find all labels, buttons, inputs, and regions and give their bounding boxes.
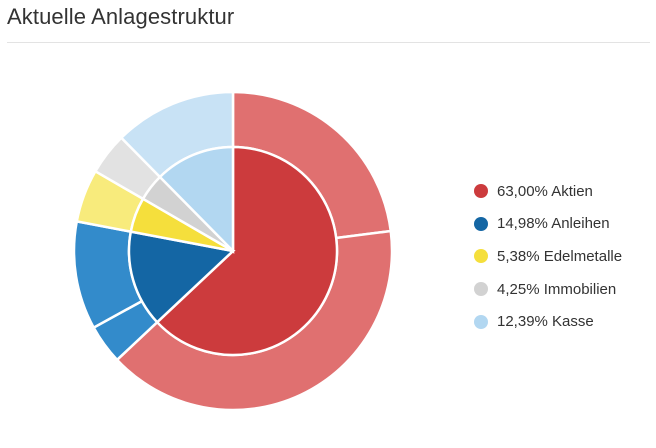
- legend-label: 5,38% Edelmetalle: [497, 247, 623, 265]
- legend-swatch: [474, 282, 488, 297]
- legend-item-kasse[interactable]: 12,39% Kasse: [474, 305, 622, 338]
- chart-legend: 63,00% Aktien 14,98% Anleihen 5,38% Edelme…: [474, 175, 622, 338]
- page-title: Aktuelle Anlagestruktur: [7, 4, 235, 29]
- pie-slice-kasse[interactable]: [158, 145, 235, 255]
- title-divider: [7, 42, 650, 43]
- legend-swatch: [474, 249, 488, 264]
- legend-item-aktien[interactable]: 63,00% Aktien: [474, 175, 622, 208]
- legend-label: 14,98% Anleihen: [497, 215, 610, 233]
- legend-swatch: [474, 314, 488, 329]
- pie-slice-anleihen[interactable]: [127, 230, 236, 324]
- legend-swatch: [474, 184, 488, 199]
- pie-slice-aktien[interactable]: [155, 145, 339, 357]
- legend-label: 12,39% Kasse: [497, 313, 594, 331]
- legend-item-immobilien[interactable]: 4,25% Immobilien: [474, 273, 622, 306]
- legend-swatch: [474, 216, 488, 231]
- legend-item-edelmetalle[interactable]: 5,38% Edelmetalle: [474, 240, 622, 273]
- legend-label: 63,00% Aktien: [497, 182, 593, 200]
- legend-item-anleihen[interactable]: 14,98% Anleihen: [474, 208, 622, 241]
- legend-label: 4,25% Immobilien: [497, 280, 617, 298]
